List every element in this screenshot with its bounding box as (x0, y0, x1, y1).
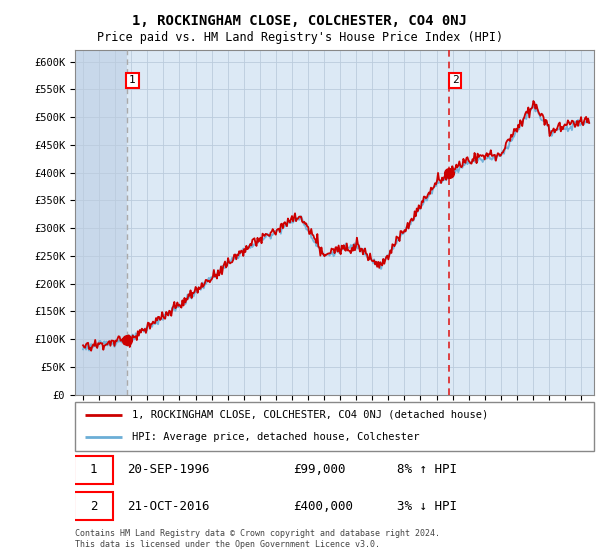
Text: HPI: Average price, detached house, Colchester: HPI: Average price, detached house, Colc… (132, 432, 419, 442)
Text: 8% ↑ HPI: 8% ↑ HPI (397, 463, 457, 476)
FancyBboxPatch shape (74, 492, 113, 520)
Text: 20-SEP-1996: 20-SEP-1996 (127, 463, 209, 476)
Text: 1: 1 (89, 463, 97, 476)
Text: 2: 2 (452, 76, 458, 85)
Text: Contains HM Land Registry data © Crown copyright and database right 2024.
This d: Contains HM Land Registry data © Crown c… (75, 529, 440, 549)
Text: 1: 1 (129, 76, 136, 85)
Text: 3% ↓ HPI: 3% ↓ HPI (397, 500, 457, 512)
Text: £400,000: £400,000 (293, 500, 353, 512)
Text: 2: 2 (89, 500, 97, 512)
Text: £99,000: £99,000 (293, 463, 346, 476)
FancyBboxPatch shape (74, 456, 113, 484)
Text: 1, ROCKINGHAM CLOSE, COLCHESTER, CO4 0NJ: 1, ROCKINGHAM CLOSE, COLCHESTER, CO4 0NJ (133, 14, 467, 28)
Bar (75, 50, 127, 395)
Text: 1, ROCKINGHAM CLOSE, COLCHESTER, CO4 0NJ (detached house): 1, ROCKINGHAM CLOSE, COLCHESTER, CO4 0NJ… (132, 410, 488, 420)
FancyBboxPatch shape (75, 402, 594, 451)
Text: Price paid vs. HM Land Registry's House Price Index (HPI): Price paid vs. HM Land Registry's House … (97, 31, 503, 44)
Text: 21-OCT-2016: 21-OCT-2016 (127, 500, 209, 512)
